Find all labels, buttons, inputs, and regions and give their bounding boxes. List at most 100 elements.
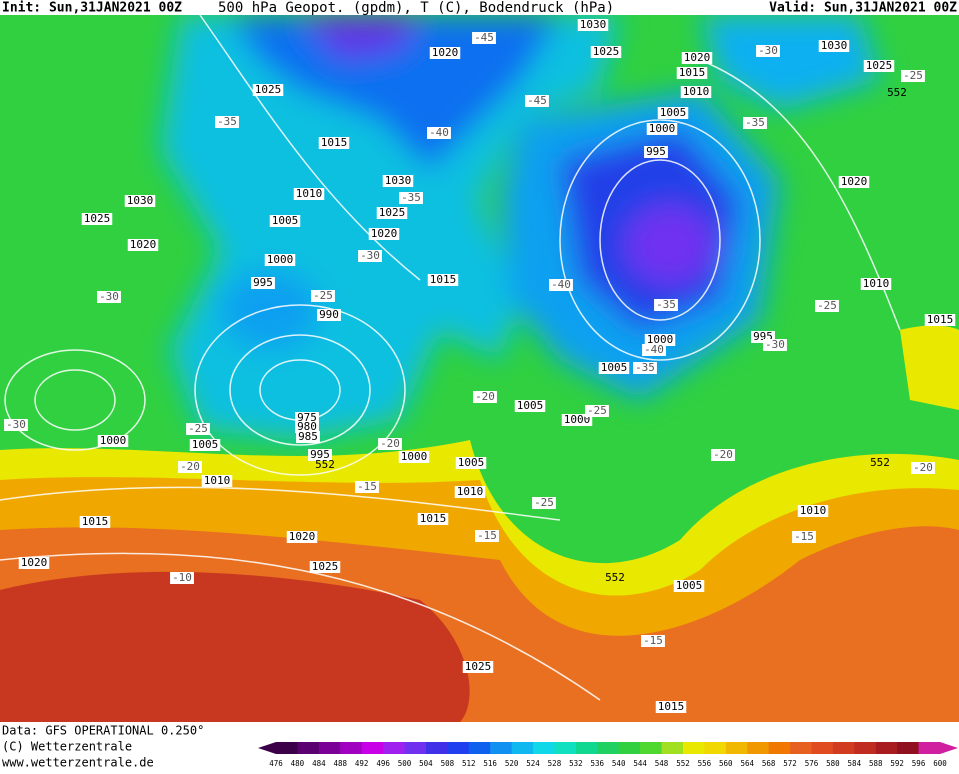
colorbar-swatch	[768, 742, 791, 754]
isobar-label-box	[797, 505, 829, 517]
isobar-label-box	[924, 314, 956, 326]
isobar-label: 990	[319, 308, 339, 321]
isotherm-label: -15	[357, 480, 377, 493]
isobar-label: 1025	[866, 59, 893, 72]
isobar-label: 1015	[430, 273, 457, 286]
isobar-label-box	[590, 46, 622, 58]
colorbar-label: 592	[890, 759, 904, 768]
colorbar-label: 564	[740, 759, 754, 768]
colorbar-swatch	[725, 742, 748, 754]
colorbar-swatch	[468, 742, 491, 754]
isobar-label: 1005	[676, 579, 703, 592]
colorbar-swatch	[661, 742, 684, 754]
isobar-label-box	[417, 513, 449, 525]
isotherm-label: -30	[360, 249, 380, 262]
data-source: Data: GFS OPERATIONAL 0.250°	[2, 724, 204, 738]
isobar-label-box	[97, 435, 129, 447]
isobar-label-box	[376, 207, 408, 219]
isotherm-label: -40	[429, 126, 449, 139]
isobar-label: 1020	[289, 530, 316, 543]
isobar-label-box	[863, 60, 895, 72]
colorbar-label: 496	[376, 759, 390, 768]
isotherm-label: -25	[534, 496, 554, 509]
isobar-label: 1010	[296, 187, 323, 200]
geopotential-label: 552	[870, 456, 890, 469]
isobar-label: 1000	[401, 450, 428, 463]
isobar-label-box	[252, 84, 284, 96]
colorbar-label: 492	[355, 759, 369, 768]
isotherm-label-box	[549, 279, 573, 291]
colorbar-swatch	[575, 742, 598, 754]
isobar-label-box	[838, 176, 870, 188]
isotherm-label-box	[911, 462, 935, 474]
isotherm-label: -15	[477, 529, 497, 542]
isotherm-label-box	[633, 362, 657, 374]
colorbar-swatch	[747, 742, 770, 754]
isobar-label: 1005	[458, 456, 485, 469]
colorbar-swatch	[361, 742, 384, 754]
isotherm-label: -25	[903, 69, 923, 82]
isotherm-label-box	[815, 300, 839, 312]
isobar-label: 1015	[679, 66, 706, 79]
colorbar-swatch	[297, 742, 320, 754]
isobar-label: 985	[298, 430, 318, 443]
isobar-label: 1030	[127, 194, 154, 207]
isotherm-label: -30	[6, 418, 26, 431]
isobar-label-box	[124, 195, 156, 207]
geopotential-label: 552	[315, 458, 335, 471]
colorbar-label: 500	[398, 759, 412, 768]
isobar-label-box	[269, 215, 301, 227]
isotherm-label: -45	[474, 31, 494, 44]
colorbar-label: 596	[912, 759, 926, 768]
isotherm-label: -45	[527, 94, 547, 107]
isobar-label-box	[454, 486, 486, 498]
isobar-label-box	[18, 557, 50, 569]
isobar-label: 1025	[255, 83, 282, 96]
isotherm-label: -25	[587, 404, 607, 417]
isotherm-label: -40	[644, 343, 664, 356]
isobar-label: 1025	[379, 206, 406, 219]
isobar-label: 1020	[21, 556, 48, 569]
isotherm-label: -25	[188, 422, 208, 435]
colorbar-swatch	[832, 742, 855, 754]
isobar-label-box	[455, 457, 487, 469]
isobar-label-box	[818, 40, 850, 52]
isobar-label-box	[655, 701, 687, 713]
isobar-label-box	[598, 362, 630, 374]
colorbar-swatch	[854, 742, 877, 754]
isotherm-label: -40	[551, 278, 571, 291]
isotherm-label: -25	[313, 289, 333, 302]
colorbar-label: 552	[676, 759, 690, 768]
colorbar-swatch	[597, 742, 620, 754]
isobar-label-box	[427, 274, 459, 286]
isotherm-label: -35	[635, 361, 655, 374]
colorbar-label: 484	[312, 759, 326, 768]
colorbar-swatch	[640, 742, 663, 754]
isobar-label-box	[286, 531, 318, 543]
colorbar-swatch	[790, 742, 812, 754]
colorbar-low-end	[258, 742, 276, 754]
isotherm-label: -15	[643, 634, 663, 647]
isotherm-label-box	[170, 572, 194, 584]
isobar-label-box	[860, 278, 892, 290]
isobar-label: 1020	[432, 46, 459, 59]
colorbar-label: 480	[291, 759, 305, 768]
isobar-label-box	[429, 47, 461, 59]
colorbar-swatch	[404, 742, 427, 754]
isotherm-label-box	[792, 531, 816, 543]
isotherm-label: -30	[99, 290, 119, 303]
isobar-label: 1005	[192, 438, 219, 451]
isobar-label: 1015	[658, 700, 685, 713]
isobar-label: 1025	[84, 212, 111, 225]
isobar-label-box	[673, 580, 705, 592]
colorbar-high-end	[940, 742, 958, 754]
isobar-label: 1025	[312, 560, 339, 573]
isobar-label-box	[296, 431, 320, 443]
isotherm-label-box	[763, 339, 787, 351]
isotherm-label: -10	[172, 571, 192, 584]
isobar-label: 1005	[272, 214, 299, 227]
isotherm-label-box	[472, 32, 496, 44]
isotherm-label-box	[756, 45, 780, 57]
colorbar-label: 556	[698, 759, 712, 768]
isotherm-label-box	[427, 127, 451, 139]
